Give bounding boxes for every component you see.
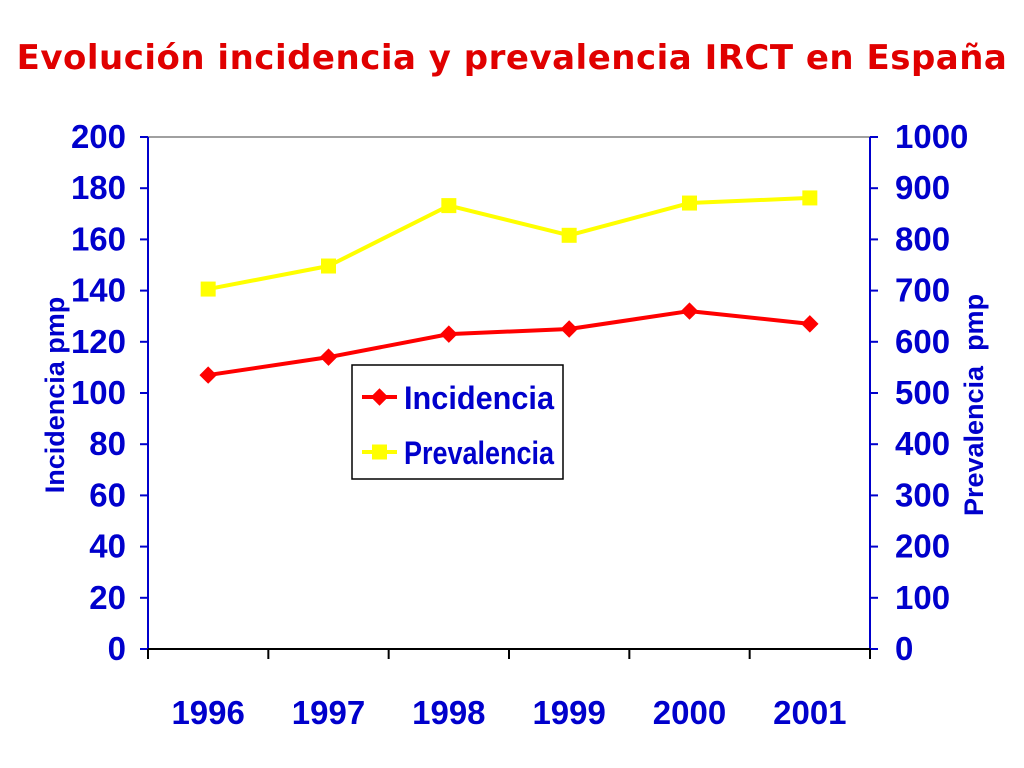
incidencia-point	[801, 315, 819, 333]
legend-marker-prevalencia	[372, 444, 387, 460]
incidencia-point	[319, 348, 338, 366]
legend-label-prevalencia: Prevalencia	[404, 435, 554, 471]
right-tick-label: 0	[895, 630, 913, 667]
left-tick-label: 200	[71, 118, 126, 155]
series-line-incidencia	[207, 309, 811, 378]
series-layer	[199, 190, 819, 384]
left-tick-label: 140	[71, 272, 126, 309]
x-tick-label: 2000	[653, 694, 726, 731]
chart-title: Evolución incidencia y prevalencia IRCT …	[16, 38, 1008, 78]
incidencia-point	[199, 366, 217, 384]
x-tick-label: 1996	[171, 694, 244, 731]
x-tick-label: 1998	[412, 694, 485, 731]
right-tick-label: 500	[895, 374, 950, 411]
legend: Incidencia Prevalencia	[351, 364, 564, 480]
left-tick-label: 100	[71, 374, 126, 411]
left-tick-label: 20	[89, 579, 126, 616]
left-y-axis: 0 20 40 60 80 100 120 140 160 180 200	[71, 118, 149, 667]
left-tick-label: 40	[89, 528, 126, 565]
series-incidencia	[199, 302, 819, 384]
prevalencia-point	[321, 258, 336, 274]
left-tick-label: 80	[89, 425, 126, 462]
series-prevalencia	[200, 190, 818, 297]
right-tick-label: 800	[895, 220, 950, 257]
right-y-axis: 0 100 200 300 400 500 600 700 800 900 1000	[869, 118, 968, 667]
left-tick-label: 160	[71, 220, 126, 257]
series-line-prevalencia	[207, 195, 810, 292]
incidencia-point	[560, 320, 578, 338]
prevalencia-point	[441, 198, 457, 214]
left-tick-label: 60	[89, 476, 126, 513]
x-axis: 1996 1997 1998 1999 2000 2001	[147, 648, 871, 731]
right-axis-label: Prevalencia pmp	[959, 294, 989, 516]
prevalencia-point	[200, 281, 216, 297]
legend-marker-incidencia	[370, 388, 389, 406]
legend-label-incidencia: Incidencia	[404, 380, 554, 416]
left-tick-label: 120	[71, 323, 126, 360]
right-tick-label: 900	[895, 169, 950, 206]
incidencia-point	[440, 325, 458, 343]
right-tick-label: 100	[895, 579, 950, 616]
prevalencia-point	[802, 190, 818, 206]
right-tick-label: 600	[895, 323, 950, 360]
left-tick-label: 0	[108, 630, 126, 667]
left-tick-label: 180	[71, 169, 126, 206]
right-tick-label: 400	[895, 425, 950, 462]
x-tick-label: 1999	[532, 694, 605, 731]
incidencia-point	[680, 302, 699, 320]
prevalencia-point	[682, 195, 697, 211]
left-axis-label: Incidencia pmp	[40, 297, 70, 494]
x-tick-label: 2001	[773, 694, 846, 731]
prevalencia-point	[561, 227, 577, 243]
x-tick-label: 1997	[292, 694, 365, 731]
right-tick-label: 300	[895, 476, 950, 513]
right-tick-label: 1000	[895, 118, 968, 155]
right-tick-label: 700	[895, 272, 950, 309]
legend-box	[351, 364, 564, 480]
right-tick-label: 200	[895, 528, 950, 565]
